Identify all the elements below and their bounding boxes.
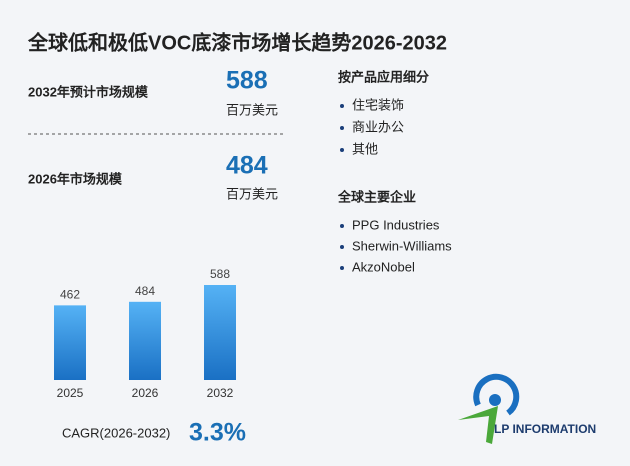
x-tick-label: 2025	[57, 386, 84, 400]
logo-text: LP INFORMATION	[494, 422, 596, 436]
data-label: 588	[210, 267, 230, 281]
x-tick-label: 2026	[132, 386, 159, 400]
stat-value: 588	[226, 67, 268, 95]
logo-arc	[473, 373, 520, 416]
bar	[204, 285, 236, 380]
section-title: 按产品应用细分	[338, 69, 429, 84]
logo-figure	[458, 406, 498, 444]
bullet	[340, 126, 344, 130]
bullet	[340, 266, 344, 270]
list-item: PPG Industries	[352, 217, 440, 232]
data-label: 484	[135, 284, 155, 298]
logo: LP INFORMATION	[458, 373, 596, 444]
stat-label: 2026年市场规模	[28, 171, 123, 186]
title: 全球低和极低VOC底漆市场增长趋势2026-2032	[27, 30, 447, 54]
bar	[129, 301, 161, 380]
segment-list: 住宅装饰 商业办公 其他	[340, 97, 404, 156]
bullet	[340, 224, 344, 228]
bullet	[340, 104, 344, 108]
list-item: 其他	[352, 141, 378, 156]
logo-dot	[489, 394, 501, 406]
list-item: 住宅装饰	[352, 97, 404, 112]
list-item: Sherwin-Williams	[352, 238, 452, 253]
company-list: PPG Industries Sherwin-Williams AkzoNobe…	[340, 217, 452, 274]
cagr-label: CAGR(2026-2032)	[62, 425, 170, 440]
stat-unit: 百万美元	[226, 102, 278, 117]
bullet	[340, 245, 344, 249]
stat-label: 2032年预计市场规模	[28, 84, 149, 99]
list-item: AkzoNobel	[352, 259, 415, 274]
bar	[54, 305, 86, 380]
section-title: 全球主要企业	[337, 189, 416, 204]
stat-unit: 百万美元	[226, 186, 278, 201]
x-tick-label: 2032	[207, 386, 234, 400]
list-item: 商业办公	[352, 119, 404, 134]
data-label: 462	[60, 288, 80, 302]
bullet	[340, 148, 344, 152]
cagr-value: 3.3%	[189, 419, 246, 447]
stat-value: 484	[226, 152, 268, 180]
bar-chart: 462 2025 484 2026 588 2032	[54, 267, 236, 400]
